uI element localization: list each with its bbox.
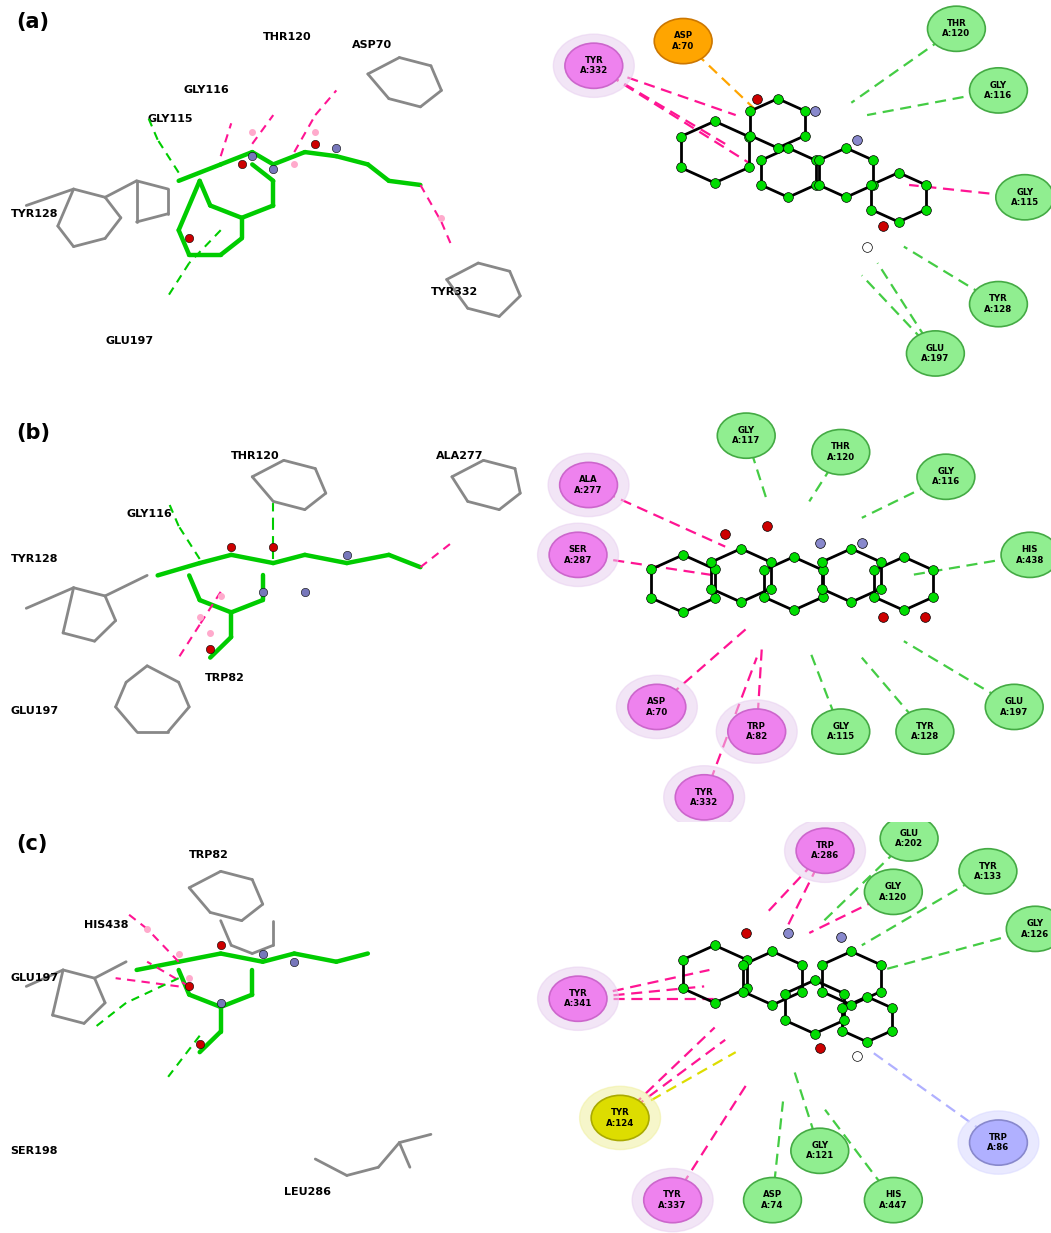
- Text: GLY
A:116: GLY A:116: [985, 80, 1012, 100]
- Circle shape: [864, 1178, 923, 1223]
- Text: GLY
A:120: GLY A:120: [880, 882, 907, 901]
- Circle shape: [549, 977, 607, 1021]
- Circle shape: [970, 281, 1028, 327]
- Text: TRP
A:286: TRP A:286: [811, 841, 839, 861]
- Circle shape: [906, 330, 965, 376]
- Circle shape: [784, 819, 866, 883]
- Text: THR120: THR120: [231, 451, 280, 461]
- Circle shape: [554, 35, 635, 97]
- Text: TYR
A:124: TYR A:124: [606, 1108, 634, 1128]
- Circle shape: [970, 1120, 1028, 1165]
- Circle shape: [959, 1111, 1039, 1174]
- Text: TYR
A:332: TYR A:332: [580, 55, 607, 75]
- Text: (c): (c): [16, 835, 47, 854]
- Text: TRP
A:86: TRP A:86: [987, 1133, 1010, 1153]
- Text: TRP82: TRP82: [205, 673, 245, 683]
- Circle shape: [717, 413, 776, 459]
- Text: GLY115: GLY115: [147, 115, 192, 125]
- Text: THR120: THR120: [263, 32, 311, 42]
- Circle shape: [580, 1086, 661, 1149]
- Text: TYR
A:128: TYR A:128: [985, 295, 1012, 314]
- Circle shape: [881, 816, 939, 861]
- Circle shape: [864, 869, 923, 915]
- Circle shape: [643, 1178, 702, 1223]
- Text: HIS
A:438: HIS A:438: [1016, 545, 1044, 565]
- Text: THR
A:120: THR A:120: [827, 443, 854, 462]
- Text: GLU
A:202: GLU A:202: [895, 829, 923, 848]
- Text: TYR
A:341: TYR A:341: [564, 989, 592, 1009]
- Text: TYR128: TYR128: [11, 554, 58, 563]
- Text: ALA
A:277: ALA A:277: [574, 475, 603, 494]
- Text: SER198: SER198: [11, 1145, 58, 1155]
- Text: GLY
A:115: GLY A:115: [827, 721, 854, 741]
- Circle shape: [538, 967, 618, 1031]
- Text: TRP
A:82: TRP A:82: [745, 721, 768, 741]
- Text: TYR332: TYR332: [431, 287, 478, 297]
- Text: ASP
A:74: ASP A:74: [761, 1190, 784, 1210]
- Text: LEU286: LEU286: [284, 1187, 331, 1197]
- Text: GLY
A:117: GLY A:117: [733, 425, 760, 445]
- Circle shape: [811, 709, 870, 755]
- Circle shape: [633, 1169, 713, 1232]
- Circle shape: [895, 709, 954, 755]
- Text: ALA277: ALA277: [436, 451, 483, 461]
- Text: GLY
A:116: GLY A:116: [932, 467, 960, 487]
- Text: (b): (b): [16, 423, 49, 444]
- Text: THR
A:120: THR A:120: [943, 18, 970, 38]
- Circle shape: [960, 848, 1017, 894]
- Circle shape: [797, 829, 853, 873]
- Text: GLU
A:197: GLU A:197: [1001, 697, 1028, 716]
- Circle shape: [538, 523, 618, 587]
- Circle shape: [676, 774, 734, 820]
- Text: TYR
A:133: TYR A:133: [974, 862, 1002, 882]
- Text: ASP
A:70: ASP A:70: [672, 31, 695, 51]
- Circle shape: [565, 43, 623, 89]
- Circle shape: [549, 454, 628, 517]
- Circle shape: [628, 684, 686, 730]
- Text: TYR
A:332: TYR A:332: [691, 788, 718, 808]
- Circle shape: [616, 676, 698, 739]
- Circle shape: [717, 700, 798, 763]
- Text: GLU197: GLU197: [11, 707, 59, 716]
- Text: GLU197: GLU197: [105, 337, 153, 346]
- Text: SER
A:287: SER A:287: [564, 545, 592, 565]
- Text: GLU197: GLU197: [11, 973, 59, 983]
- Circle shape: [986, 684, 1043, 730]
- Circle shape: [654, 18, 713, 64]
- Text: GLY116: GLY116: [126, 509, 172, 519]
- Text: TRP82: TRP82: [189, 850, 229, 859]
- Circle shape: [916, 454, 975, 499]
- Text: GLY116: GLY116: [184, 85, 230, 95]
- Circle shape: [995, 175, 1051, 219]
- Circle shape: [790, 1128, 849, 1174]
- Text: GLY
A:115: GLY A:115: [1011, 187, 1038, 207]
- Text: TYR
A:337: TYR A:337: [659, 1190, 686, 1210]
- Circle shape: [811, 429, 870, 475]
- Text: GLY
A:121: GLY A:121: [806, 1141, 833, 1160]
- Text: TYR
A:128: TYR A:128: [911, 721, 939, 741]
- Circle shape: [591, 1095, 650, 1141]
- Circle shape: [559, 462, 618, 508]
- Text: ASP70: ASP70: [352, 41, 392, 51]
- Circle shape: [744, 1178, 802, 1223]
- Circle shape: [1007, 906, 1051, 952]
- Circle shape: [970, 68, 1028, 113]
- Circle shape: [727, 709, 786, 755]
- Circle shape: [927, 6, 986, 52]
- Text: TYR128: TYR128: [11, 208, 58, 218]
- Text: GLY
A:126: GLY A:126: [1022, 919, 1049, 938]
- Text: (a): (a): [16, 12, 48, 32]
- Text: HIS438: HIS438: [84, 920, 128, 930]
- Circle shape: [1001, 533, 1051, 577]
- Circle shape: [549, 533, 607, 577]
- Text: HIS
A:447: HIS A:447: [879, 1190, 908, 1210]
- Circle shape: [664, 766, 744, 829]
- Text: ASP
A:70: ASP A:70: [645, 697, 668, 716]
- Text: GLU
A:197: GLU A:197: [922, 344, 949, 364]
